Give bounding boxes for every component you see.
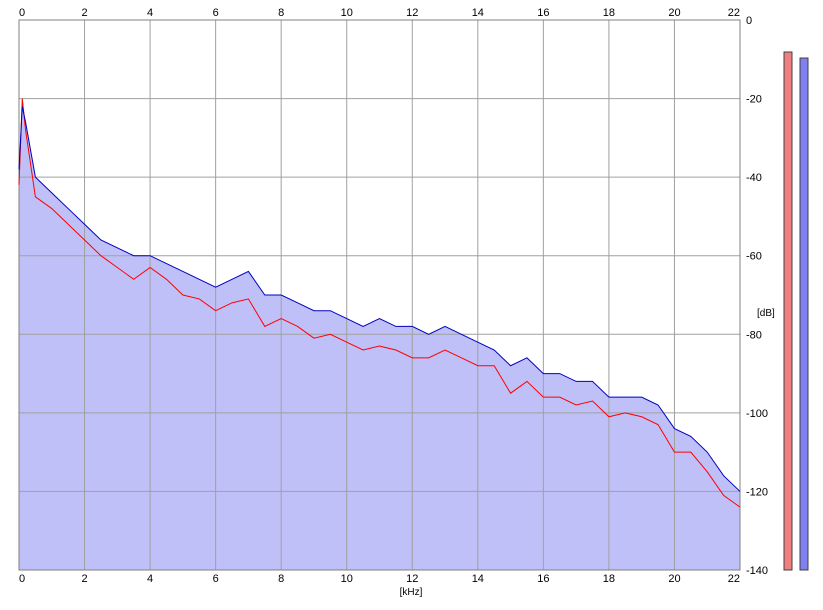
x-tick-label-top: 6 bbox=[213, 7, 219, 19]
x-tick-label-bottom: 8 bbox=[278, 573, 284, 585]
x-tick-label-bottom: 10 bbox=[341, 573, 353, 585]
series-layer bbox=[18, 98, 741, 508]
x-tick-label-bottom: 20 bbox=[668, 573, 680, 585]
x-tick-label-bottom: 16 bbox=[537, 573, 549, 585]
x-tick-label-top: 16 bbox=[537, 7, 549, 19]
grid-layer bbox=[18, 19, 741, 571]
x-tick-label-top: 18 bbox=[603, 7, 615, 19]
x-tick-label-bottom: 18 bbox=[603, 573, 615, 585]
x-tick-label-bottom: 6 bbox=[213, 573, 219, 585]
y-axis-label: [dB] bbox=[757, 308, 775, 319]
x-tick-label-top: 20 bbox=[668, 7, 680, 19]
y-tick-label: -140 bbox=[746, 565, 768, 577]
x-tick-label-top: 10 bbox=[341, 7, 353, 19]
tick-label-layer: 00224466881010121214141616181820202222-2… bbox=[19, 7, 768, 585]
spectrum-line-channel-2 bbox=[18, 106, 741, 492]
y-tick-label: -20 bbox=[746, 94, 762, 106]
x-tick-label-top: 12 bbox=[406, 7, 418, 19]
x-tick-label-bottom: 14 bbox=[472, 573, 484, 585]
level-meter-channel-1 bbox=[783, 51, 793, 571]
y-tick-label: -120 bbox=[746, 486, 768, 498]
x-tick-label-bottom: 22 bbox=[728, 573, 740, 585]
spectrum-line-channel-1 bbox=[18, 98, 741, 508]
y-tick-label: -40 bbox=[746, 172, 762, 184]
y-tick-label: -80 bbox=[746, 329, 762, 341]
x-tick-label-bottom: 4 bbox=[147, 573, 153, 585]
level-meter-channel-2 bbox=[799, 57, 809, 571]
y-tick-label: -100 bbox=[746, 408, 768, 420]
x-tick-label-top: 4 bbox=[147, 7, 153, 19]
x-tick-label-bottom: 12 bbox=[406, 573, 418, 585]
x-tick-label-top: 0 bbox=[19, 7, 25, 19]
y-tick-label: 0 bbox=[746, 15, 752, 27]
x-tick-label-top: 14 bbox=[472, 7, 484, 19]
x-tick-label-top: 8 bbox=[278, 7, 284, 19]
x-tick-label-top: 2 bbox=[81, 7, 87, 19]
x-tick-label-bottom: 0 bbox=[19, 573, 25, 585]
x-tick-label-top: 22 bbox=[728, 7, 740, 19]
plot-border bbox=[18, 19, 741, 571]
x-tick-label-bottom: 2 bbox=[81, 573, 87, 585]
y-tick-label: -60 bbox=[746, 251, 762, 263]
x-axis-label: [kHz] bbox=[400, 587, 423, 598]
